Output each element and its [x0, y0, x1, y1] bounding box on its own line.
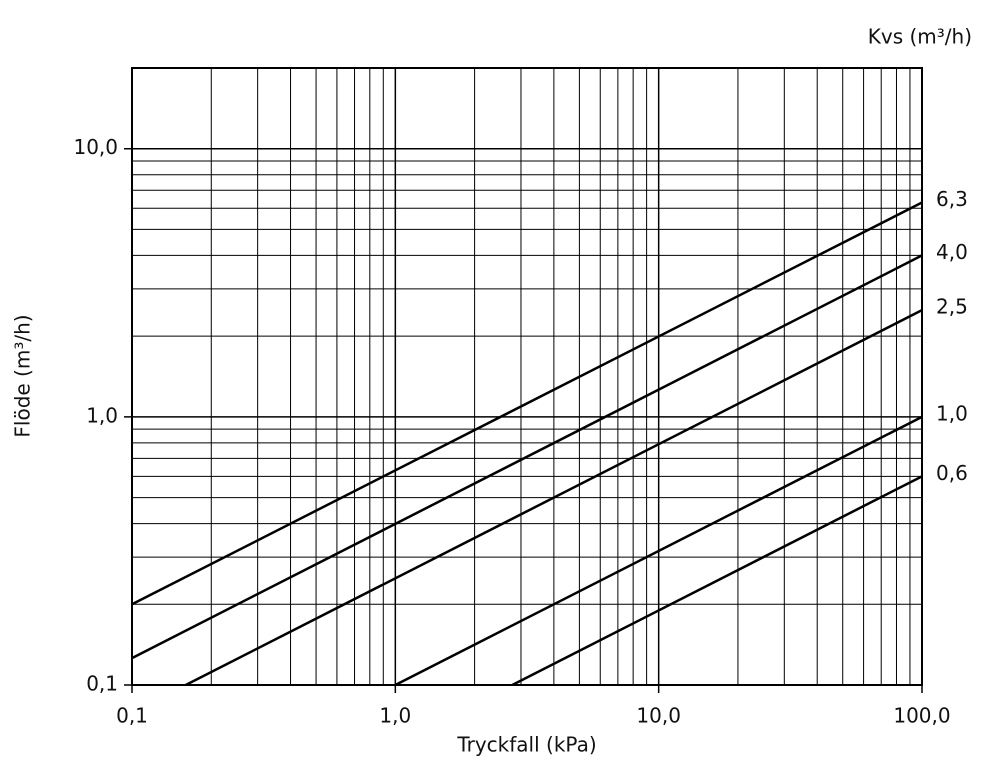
series-line	[131, 201, 923, 606]
x-tick-label: 1,0	[379, 704, 411, 728]
series-label: 1,0	[936, 401, 968, 425]
legend-title: Kvs (m³/h)	[868, 25, 972, 49]
x-tick-label: 0,1	[116, 704, 148, 728]
y-tick-label: 0,1	[86, 672, 118, 696]
series-line	[394, 415, 923, 687]
series-line	[511, 475, 923, 687]
x-tick-label: 10,0	[636, 704, 681, 728]
series-label: 0,6	[936, 461, 968, 485]
series-line	[185, 309, 923, 687]
x-axis-label: Tryckfall (kPa)	[456, 733, 596, 757]
series-label: 4,0	[936, 240, 968, 264]
plot-frame	[131, 67, 923, 686]
series-line	[131, 254, 923, 660]
series-label: 2,5	[936, 295, 968, 319]
y-tick-label: 1,0	[86, 403, 118, 427]
series-label: 6,3	[936, 187, 968, 211]
y-tick-label: 10,0	[73, 135, 118, 159]
x-tick-label: 100,0	[893, 704, 950, 728]
y-axis-label: Flöde (m³/h)	[11, 314, 35, 437]
